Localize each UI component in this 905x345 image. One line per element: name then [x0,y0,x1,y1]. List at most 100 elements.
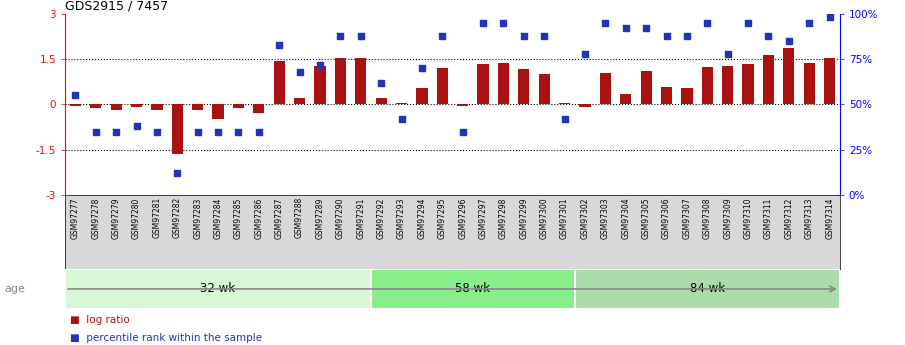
Text: 84 wk: 84 wk [690,283,725,295]
Bar [213,104,224,119]
Bar [538,74,550,104]
Point [618,26,633,31]
Point [577,51,592,56]
Point [89,129,103,134]
Bar [110,104,122,110]
Point [476,20,491,26]
Bar [478,63,489,104]
Text: GSM97280: GSM97280 [132,197,141,238]
Point [68,92,82,98]
Point [700,20,715,26]
Text: GSM97298: GSM97298 [499,197,508,238]
Point [557,116,572,121]
Point [680,33,694,38]
Bar [90,104,101,108]
Text: GSM97308: GSM97308 [703,197,712,239]
Bar [294,98,305,104]
Bar [804,63,814,104]
Text: ■  percentile rank within the sample: ■ percentile rank within the sample [70,333,262,343]
Point [252,129,266,134]
Point [313,62,328,67]
Text: GSM97300: GSM97300 [539,197,548,239]
Text: ■  log ratio: ■ log ratio [70,315,129,325]
Point [639,26,653,31]
Text: GSM97288: GSM97288 [295,197,304,238]
Point [354,33,368,38]
Bar [253,104,264,113]
Text: GSM97287: GSM97287 [275,197,283,238]
Bar [172,104,183,154]
Point [720,51,735,56]
Bar [681,88,692,104]
Bar [70,104,81,106]
Point [414,65,429,71]
Bar [192,104,204,110]
Point [455,129,470,134]
Bar [559,103,570,104]
Point [374,80,388,85]
Point [802,20,816,26]
Text: GSM97297: GSM97297 [479,197,488,239]
Point [761,33,776,38]
Bar [335,58,346,104]
Point [190,129,205,134]
Text: GSM97311: GSM97311 [764,197,773,238]
Point [129,123,144,129]
Text: GSM97293: GSM97293 [397,197,406,239]
Text: GSM97307: GSM97307 [682,197,691,239]
Point [211,129,225,134]
Text: GSM97294: GSM97294 [417,197,426,239]
Bar [314,66,326,104]
Bar [519,69,529,104]
Point [598,20,613,26]
Text: GSM97296: GSM97296 [458,197,467,239]
Text: GSM97310: GSM97310 [744,197,753,239]
Point [435,33,450,38]
Text: GSM97299: GSM97299 [519,197,529,239]
Text: 58 wk: 58 wk [455,283,491,295]
Bar [151,104,163,110]
Text: age: age [5,284,25,294]
Bar [742,63,754,104]
Text: GDS2915 / 7457: GDS2915 / 7457 [65,0,168,13]
Text: GSM97295: GSM97295 [438,197,447,239]
Bar [763,55,774,104]
Text: GSM97290: GSM97290 [336,197,345,239]
Text: GSM97312: GSM97312 [785,197,794,238]
Text: GSM97281: GSM97281 [152,197,161,238]
Text: GSM97278: GSM97278 [91,197,100,238]
Point [517,33,531,38]
Text: GSM97279: GSM97279 [111,197,120,239]
Bar [701,67,713,104]
Text: GSM97277: GSM97277 [71,197,80,239]
Bar [457,104,468,106]
Bar [600,73,611,104]
Point [496,20,510,26]
Text: GSM97314: GSM97314 [825,197,834,239]
Point [823,14,837,20]
Text: GSM97302: GSM97302 [580,197,589,239]
Bar [395,103,407,104]
Bar [233,104,244,108]
Bar [376,98,386,104]
Bar [273,61,285,104]
Bar [498,63,510,104]
Point [272,42,287,47]
Text: GSM97282: GSM97282 [173,197,182,238]
Text: GSM97289: GSM97289 [316,197,325,238]
Text: GSM97284: GSM97284 [214,197,223,238]
Point [782,38,796,44]
Point [170,170,185,176]
Bar [575,269,840,309]
Text: GSM97301: GSM97301 [560,197,569,239]
Text: GSM97292: GSM97292 [376,197,386,238]
Bar [620,94,632,104]
Point [741,20,756,26]
Point [231,129,245,134]
Bar [641,70,652,104]
Bar [579,104,591,107]
Text: GSM97286: GSM97286 [254,197,263,238]
Text: GSM97285: GSM97285 [234,197,243,238]
Point [660,33,674,38]
Text: GSM97291: GSM97291 [357,197,366,238]
